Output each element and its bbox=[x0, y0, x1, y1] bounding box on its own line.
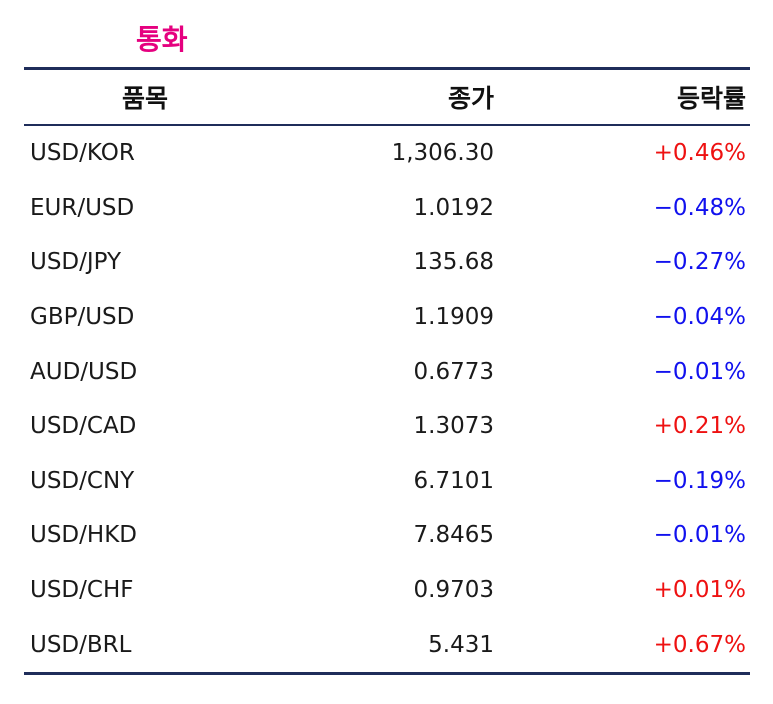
closing-price: 135.68 bbox=[413, 249, 494, 276]
currency-pair: AUD/USD bbox=[30, 358, 138, 385]
currency-table: 품목 종가 등락률 USD/KOR 1,306.30 +0.46% EUR/USD 1.… bbox=[24, 70, 750, 672]
currency-pair: USD/CNY bbox=[30, 467, 135, 494]
change-rate: −0.01% bbox=[653, 358, 746, 385]
table-row: AUD/USD 0.6773 −0.01% bbox=[24, 344, 750, 399]
column-header-item: 품목 bbox=[122, 84, 169, 113]
closing-price: 1.0192 bbox=[413, 194, 494, 221]
header-row: 품목 종가 등락률 bbox=[24, 70, 750, 124]
currency-pair: EUR/USD bbox=[30, 194, 135, 221]
header-rule bbox=[24, 124, 750, 126]
change-rate: −0.19% bbox=[653, 467, 746, 494]
change-rate: −0.01% bbox=[653, 522, 746, 549]
table-row: EUR/USD 1.0192 −0.48% bbox=[24, 181, 750, 236]
change-rate: +0.21% bbox=[653, 413, 746, 440]
table-row: USD/CNY 6.7101 −0.19% bbox=[24, 454, 750, 509]
currency-pair: USD/CHF bbox=[30, 577, 134, 604]
closing-price: 0.9703 bbox=[413, 577, 494, 604]
currency-pair: GBP/USD bbox=[30, 304, 135, 331]
page-title: 통화 bbox=[136, 23, 188, 56]
table-row: USD/CHF 0.9703 +0.01% bbox=[24, 563, 750, 618]
currency-pair: USD/CAD bbox=[30, 413, 137, 440]
column-header-change: 등락률 bbox=[676, 84, 746, 113]
currency-pair: USD/HKD bbox=[30, 522, 137, 549]
table-row: USD/CAD 1.3073 +0.21% bbox=[24, 399, 750, 454]
table-row: USD/JPY 135.68 −0.27% bbox=[24, 235, 750, 290]
currency-pair: USD/KOR bbox=[30, 140, 135, 167]
currency-pair: USD/BRL bbox=[30, 631, 132, 658]
closing-price: 1.3073 bbox=[413, 413, 494, 440]
closing-price: 1,306.30 bbox=[391, 140, 494, 167]
table-row: USD/KOR 1,306.30 +0.46% bbox=[24, 124, 750, 181]
closing-price: 6.7101 bbox=[413, 467, 494, 494]
closing-price: 0.6773 bbox=[413, 358, 494, 385]
column-header-close: 종가 bbox=[447, 84, 494, 113]
change-rate: +0.67% bbox=[653, 631, 746, 658]
closing-price: 1.1909 bbox=[413, 304, 494, 331]
closing-price: 5.431 bbox=[428, 631, 494, 658]
change-rate: +0.46% bbox=[653, 140, 746, 167]
change-rate: −0.04% bbox=[653, 304, 746, 331]
change-rate: +0.01% bbox=[653, 577, 746, 604]
table-row: USD/HKD 7.8465 −0.01% bbox=[24, 508, 750, 563]
bottom-rule bbox=[24, 672, 750, 675]
currency-pair: USD/JPY bbox=[30, 249, 122, 276]
change-rate: −0.48% bbox=[653, 194, 746, 221]
closing-price: 7.8465 bbox=[413, 522, 494, 549]
top-rule bbox=[24, 67, 750, 70]
table-row: GBP/USD 1.1909 −0.04% bbox=[24, 290, 750, 345]
change-rate: −0.27% bbox=[653, 249, 746, 276]
table-row: USD/BRL 5.431 +0.67% bbox=[24, 617, 750, 672]
